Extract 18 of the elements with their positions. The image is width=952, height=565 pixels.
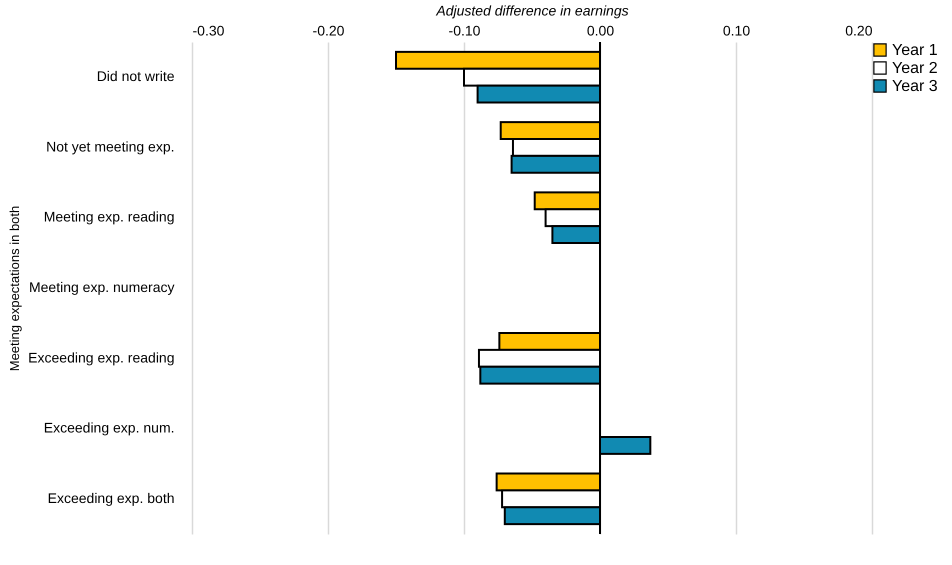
legend-label: Year 3 [892,78,938,95]
y-tick-label: Exceeding exp. both [48,490,174,506]
y-tick-label: Exceeding exp. reading [28,349,174,366]
legend-label: Year 1 [892,42,938,59]
x-tick-label: -0.10 [448,22,481,38]
y-tick-label: Exceeding exp. num. [44,420,174,436]
x-tick-label: 0.10 [722,22,750,38]
x-tick-label: 0.20 [845,22,873,38]
y-tick-label: Not yet meeting exp. [46,138,174,154]
legend-label: Year 2 [892,60,938,77]
x-tick-label: 0.00 [586,22,614,38]
y-tick-label: Meeting exp. reading [44,208,174,225]
x-tick-label: -0.30 [192,22,225,38]
y-tick-label: Meeting exp. numeracy [28,279,174,295]
x-axis-title: Adjusted difference in earnings [435,2,629,18]
y-axis-title: Meeting expectations in both [7,206,22,372]
y-tick-label: Did not write [96,68,175,84]
x-tick-label: -0.20 [312,22,345,38]
